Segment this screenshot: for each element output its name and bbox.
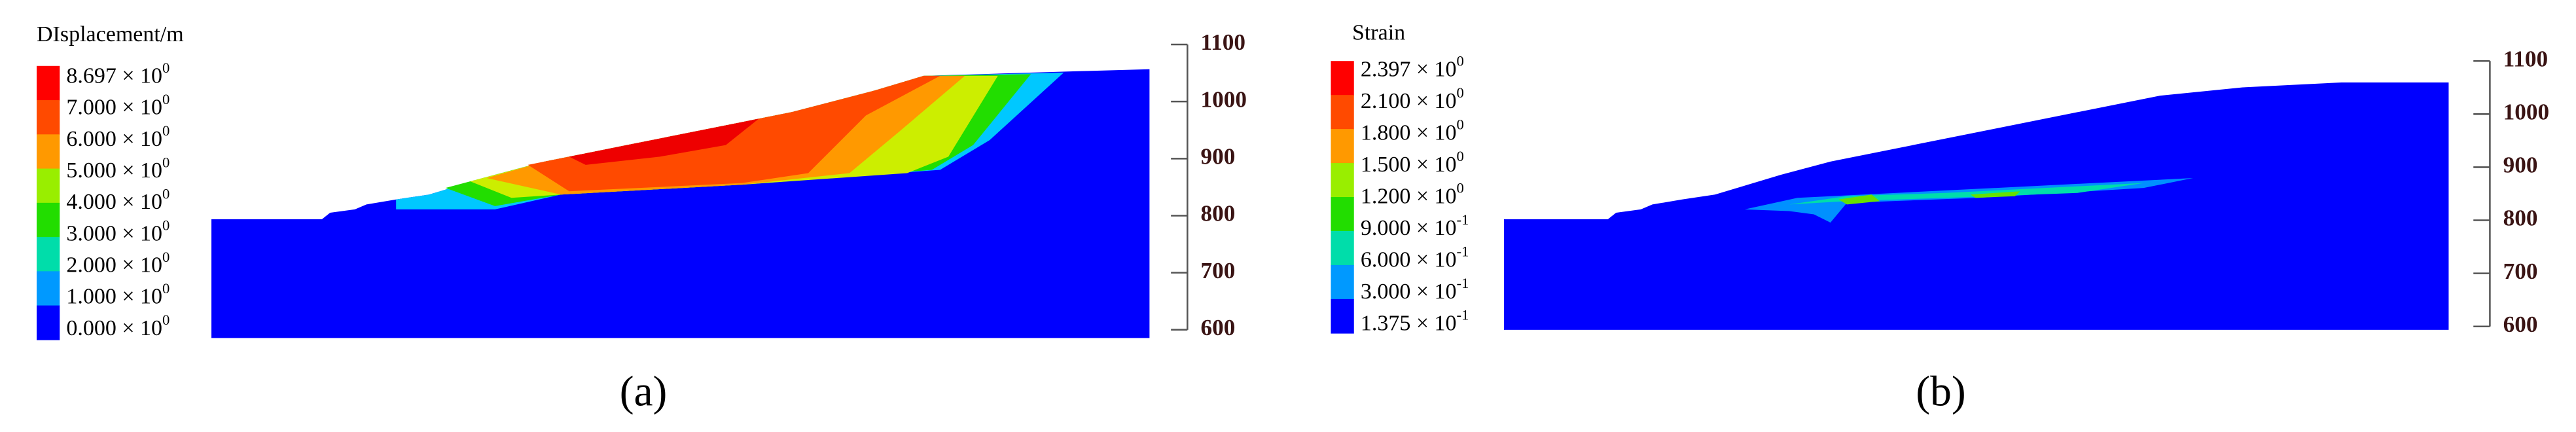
legend-label: 1.200 × 100	[1361, 180, 1464, 208]
contour	[1970, 191, 2020, 198]
tick-label: 800	[1200, 201, 1235, 226]
label-exponent: 0	[162, 91, 170, 107]
label-exponent: 0	[162, 280, 170, 297]
legend-label: 8.697 × 100	[66, 60, 170, 88]
label-base: 1.500 × 10	[1361, 153, 1457, 177]
label-exponent: 0	[162, 154, 170, 171]
label-exponent: 0	[1457, 84, 1464, 101]
model-a	[211, 69, 1150, 338]
legend-label: 3.000 × 100	[66, 217, 170, 245]
label-exponent: 0	[162, 60, 170, 76]
contour	[1838, 194, 1880, 205]
label-base: 4.000 × 10	[66, 190, 162, 214]
legend-swatch	[1331, 298, 1354, 334]
legend-label: 6.000 × 100	[66, 122, 170, 151]
label-base: 1.375 × 10	[1361, 311, 1457, 335]
label-exponent: 0	[162, 217, 170, 234]
legend-swatch	[37, 305, 60, 340]
label-exponent: -1	[1457, 243, 1469, 260]
legend-swatch	[1331, 264, 1354, 300]
legend-title: Strain	[1352, 21, 1405, 45]
legend-swatch	[37, 271, 60, 306]
label-base: 8.697 × 10	[66, 63, 162, 88]
label-exponent: -1	[1457, 275, 1469, 291]
legend-title: DIsplacement/m	[37, 22, 184, 46]
label-base: 7.000 × 10	[66, 95, 162, 119]
legend-label: 2.000 × 100	[66, 249, 170, 277]
tick-label: 700	[2503, 259, 2538, 284]
legend-label: 6.000 × 10-1	[1361, 243, 1469, 272]
legend-swatch	[37, 202, 60, 238]
legend-swatch	[37, 237, 60, 272]
legend-label: 1.500 × 100	[1361, 148, 1464, 176]
legend-swatch	[1331, 230, 1354, 266]
tick-label: 600	[1200, 315, 1235, 340]
label-base: 1.800 × 10	[1361, 120, 1457, 145]
label-exponent: 0	[1457, 53, 1464, 69]
legend-swatch	[1331, 163, 1354, 198]
legend-swatch	[1331, 61, 1354, 96]
label-base: 6.000 × 10	[1361, 247, 1457, 272]
contour	[569, 118, 759, 165]
legend-swatch	[37, 168, 60, 204]
legend-label: 1.000 × 100	[66, 280, 170, 308]
tick-label: 1000	[2503, 99, 2549, 124]
legend-swatch	[1331, 197, 1354, 232]
legend-label: 1.375 × 10-1	[1361, 307, 1469, 335]
legend-label: 9.000 × 10-1	[1361, 211, 1469, 240]
legend-swatch	[37, 100, 60, 135]
label-base: 3.000 × 10	[1361, 279, 1457, 304]
panel-label: (b)	[1916, 369, 1965, 416]
legend-label: 5.000 × 100	[66, 154, 170, 183]
contour	[1789, 183, 2144, 205]
label-base: 0.000 × 10	[66, 316, 162, 340]
legend-label: 7.000 × 100	[66, 91, 170, 119]
label-base: 9.000 × 10	[1361, 216, 1457, 240]
label-base: 5.000 × 10	[66, 158, 162, 183]
tick-label: 700	[1200, 258, 1235, 283]
legend-label: 2.100 × 100	[1361, 84, 1464, 113]
label-exponent: 0	[1457, 180, 1464, 196]
legend-label: 4.000 × 100	[66, 186, 170, 214]
label-exponent: 0	[162, 122, 170, 139]
tick-label: 800	[2503, 206, 2538, 231]
legend-label: 2.397 × 100	[1361, 53, 1464, 81]
model-b	[1504, 82, 2449, 330]
domain	[1504, 82, 2449, 330]
label-base: 6.000 × 10	[66, 127, 162, 151]
tick-label: 600	[2503, 312, 2538, 337]
label-exponent: -1	[1457, 307, 1469, 323]
label-exponent: 0	[162, 249, 170, 265]
legend-label: 1.800 × 100	[1361, 117, 1464, 145]
label-base: 1.000 × 10	[66, 284, 162, 308]
label-exponent: 0	[162, 312, 170, 328]
label-exponent: 0	[162, 186, 170, 202]
label-base: 2.000 × 10	[66, 253, 162, 277]
label-exponent: 0	[1457, 148, 1464, 164]
tick-label: 900	[2503, 153, 2538, 178]
legend-label: 3.000 × 10-1	[1361, 275, 1469, 303]
legend-swatch	[37, 134, 60, 170]
label-base: 3.000 × 10	[66, 221, 162, 245]
label-exponent: 0	[1457, 117, 1464, 133]
tick-label: 1000	[1200, 86, 1247, 112]
label-base: 2.397 × 10	[1361, 57, 1457, 81]
label-exponent: -1	[1457, 211, 1469, 228]
legend-swatch	[1331, 95, 1354, 130]
tick-label: 900	[1200, 143, 1235, 169]
legend-swatch	[1331, 129, 1354, 164]
legend-label: 0.000 × 100	[66, 312, 170, 340]
panel-label: (a)	[620, 369, 668, 416]
legend-swatch	[37, 65, 60, 101]
label-base: 1.200 × 10	[1361, 184, 1457, 208]
label-base: 2.100 × 10	[1361, 89, 1457, 113]
tick-label: 1100	[1200, 29, 1245, 55]
tick-label: 1100	[2503, 46, 2549, 71]
